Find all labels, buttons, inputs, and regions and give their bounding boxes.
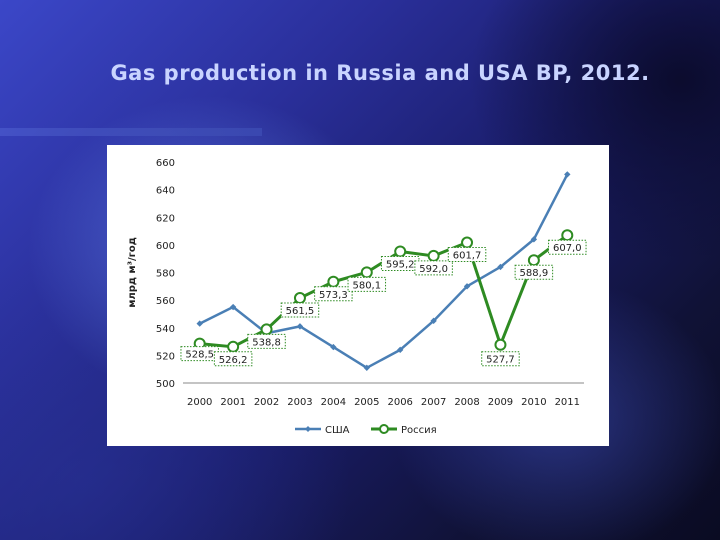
data-label: 573,3 [319,290,348,301]
slide-title: Gas production in Russia and USA BP, 201… [110,61,650,85]
x-tick-label: 2006 [387,397,412,408]
data-label: 538,8 [252,337,281,348]
data-label: 561,5 [286,306,315,317]
line-chart: 500 520 540 560 580 600 620 640 660 2000 2001 2002 2… [127,158,587,436]
data-point-usa [229,303,237,311]
y-tick-label: 580 [156,269,175,280]
data-point-usa [463,283,471,290]
data-point-russia [227,340,240,353]
data-point-usa [330,343,337,351]
data-label-box [280,302,320,318]
y-tick-label: 520 [156,351,175,362]
data-label-box [247,333,286,349]
x-tick-label: 2004 [321,397,346,408]
data-label-box [180,346,219,362]
y-tick-label: 600 [156,241,175,252]
data-point-russia [293,292,306,305]
y-tick-label: 620 [156,213,175,224]
legend-marker-russia [379,424,389,434]
y-tick-label: 660 [156,158,175,169]
legend-label: Россия [401,425,437,436]
data-label-box [347,276,387,292]
data-label: 607,0 [553,243,582,254]
data-point-usa [430,317,437,325]
data-label-box [447,247,487,263]
data-label: 588,9 [520,268,549,279]
data-label: 527,7 [486,355,515,366]
y-tick-label: 640 [156,186,175,197]
data-point-usa [363,364,370,372]
data-point-russia [427,249,440,262]
data-label-box [514,264,554,280]
data-point-russia [327,275,340,288]
data-label: 601,7 [453,251,482,262]
y-tick-label: 540 [156,324,175,335]
x-tick-label: 2008 [454,397,479,408]
data-label-box [314,286,353,302]
data-point-russia [527,254,540,267]
y-axis-label: млрд м³/год [127,237,138,308]
chart-axes: 500 520 540 560 580 600 620 640 660 2000 2001 2002 2… [127,158,584,408]
x-tick-label: 2003 [287,397,312,408]
x-tick-label: 2001 [220,397,245,408]
y-tick-label: 560 [156,296,175,307]
x-tick-label: 2010 [521,397,546,408]
data-label-box [380,256,420,272]
legend-marker-usa [305,426,311,432]
data-point-russia [260,323,273,336]
data-point-usa [296,323,304,330]
data-label-box [481,351,520,367]
data-label-box [548,239,587,255]
x-tick-label: 2002 [254,397,279,408]
data-point-russia [561,229,574,242]
x-tick-label: 2005 [354,397,379,408]
title-underline-bar [0,128,262,136]
x-tick-label: 2007 [421,397,446,408]
data-point-usa [196,320,203,327]
data-label: 528,5 [185,350,214,361]
y-tick-label: 500 [156,379,175,390]
data-point-usa [530,236,538,243]
data-point-usa [397,346,404,354]
chart-legend: США Россия [295,424,437,436]
data-labels-layer: 528,5 526,2 538,8 561,5 573,3 580,1 595,2 592,0… [180,239,587,367]
data-label: 526,2 [219,355,248,366]
legend-label: США [325,425,350,436]
data-label-box [414,260,453,276]
data-point-russia [394,245,407,258]
x-tick-label: 2000 [187,397,212,408]
x-tick-label: 2011 [555,397,580,408]
data-point-russia [494,338,507,351]
x-tick-label: 2009 [488,397,513,408]
data-point-usa [497,263,504,271]
data-label: 580,1 [352,280,381,291]
data-point-russia [461,236,474,249]
chart-panel: 500 520 540 560 580 600 620 640 660 2000 2001 2002 2… [107,145,609,446]
data-label: 595,2 [386,260,415,271]
data-label: 592,0 [419,264,448,275]
data-point-russia [360,266,373,279]
data-label-box [213,351,253,367]
